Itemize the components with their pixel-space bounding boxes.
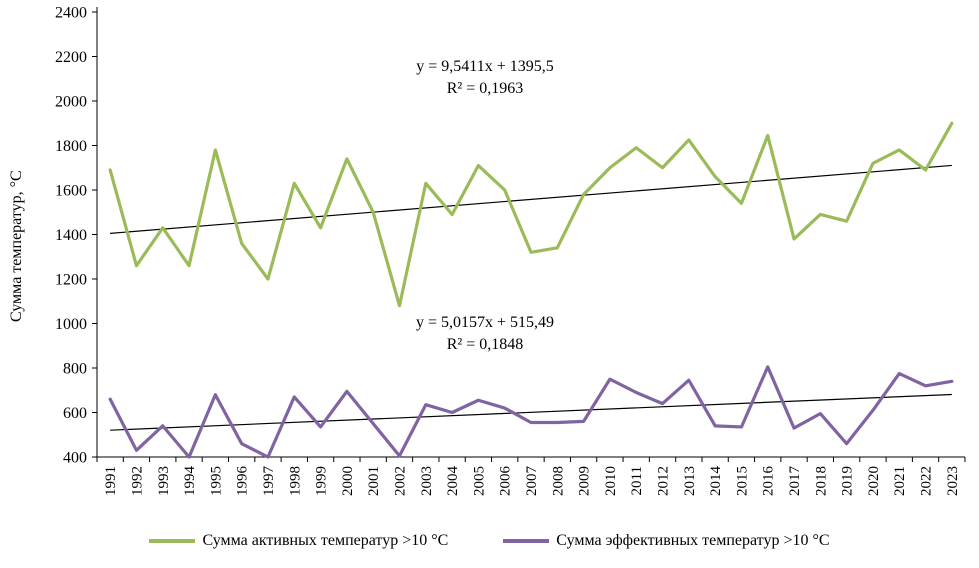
y-tick-label: 600 xyxy=(63,405,87,422)
legend-item-active: Сумма активных температур >10 °С xyxy=(149,532,448,550)
series-line-1 xyxy=(108,365,954,459)
legend-swatch-effective xyxy=(503,539,550,543)
x-tick-label: 2015 xyxy=(734,466,750,496)
x-tick-label: 2013 xyxy=(682,466,698,496)
x-tick-label: 2022 xyxy=(919,466,935,496)
x-tick-label: 1995 xyxy=(208,466,224,496)
y-tick-label: 1800 xyxy=(55,138,87,155)
trend-equation: y = 5,0157x + 515,49 xyxy=(415,314,555,331)
legend-swatch-active xyxy=(149,539,196,543)
y-tick-label: 1400 xyxy=(55,227,87,244)
y-tick-label: 1000 xyxy=(55,316,87,333)
trend-equation: y = 9,5411x + 1395,5 xyxy=(416,58,554,75)
trendline-1 xyxy=(110,393,952,431)
y-tick-label: 2000 xyxy=(55,94,87,111)
x-tick-label: 2012 xyxy=(656,466,672,496)
trendline-0 xyxy=(110,164,952,234)
x-tick-label: 2004 xyxy=(445,466,461,497)
x-tick-label: 2011 xyxy=(629,466,645,495)
legend-label-effective: Сумма эффективных температур >10 °С xyxy=(556,532,830,549)
x-tick-label: 1998 xyxy=(287,466,303,496)
y-tick-label: 1200 xyxy=(55,272,87,289)
x-tick-label: 1993 xyxy=(156,466,172,496)
x-tick-label: 2021 xyxy=(892,466,908,496)
x-tick-label: 2016 xyxy=(761,466,777,497)
x-tick-label: 2008 xyxy=(550,466,566,496)
x-tick-label: 1992 xyxy=(129,466,145,496)
trendline-annotation-active: y = 9,5411x + 1395,5 R² = 0,1963 xyxy=(325,56,645,100)
x-tick-label: 2000 xyxy=(340,466,356,496)
x-tick-label: 1994 xyxy=(182,466,198,497)
x-tick-label: 1996 xyxy=(235,466,251,497)
trendline-annotation-effective: y = 5,0157x + 515,49 R² = 0,1848 xyxy=(325,312,645,356)
y-tick-label: 2400 xyxy=(55,5,87,22)
x-tick-label: 2007 xyxy=(524,466,540,497)
x-tick-label: 2003 xyxy=(419,466,435,496)
y-axis-title: Сумма температур, °С xyxy=(8,170,25,322)
x-tick-label: 2010 xyxy=(603,466,619,496)
y-tick-label: 400 xyxy=(63,450,87,467)
y-tick-label: 800 xyxy=(63,361,87,378)
chart-legend: Сумма активных температур >10 °С Сумма э… xyxy=(0,532,979,550)
x-tick-label: 2019 xyxy=(840,466,856,496)
x-tick-label: 2020 xyxy=(866,466,882,496)
trend-r-squared: R² = 0,1848 xyxy=(446,336,524,353)
x-tick-label: 2018 xyxy=(813,466,829,496)
x-tick-label: 2005 xyxy=(471,466,487,496)
y-tick-label: 1600 xyxy=(55,183,87,200)
x-tick-label: 2002 xyxy=(392,466,408,496)
legend-item-effective: Сумма эффективных температур >10 °С xyxy=(503,532,830,550)
x-tick-label: 2006 xyxy=(498,466,514,497)
x-tick-label: 1991 xyxy=(103,466,119,496)
trend-r-squared: R² = 0,1963 xyxy=(446,80,524,97)
y-tick-label: 2200 xyxy=(55,49,87,66)
x-tick-label: 1997 xyxy=(261,466,277,497)
x-tick-label: 2014 xyxy=(708,466,724,497)
x-tick-label: 2023 xyxy=(945,466,961,496)
x-tick-label: 1999 xyxy=(314,466,330,496)
series-line-0 xyxy=(108,121,954,308)
x-tick-label: 2009 xyxy=(577,466,593,496)
chart-canvas: 400 600 800 1000 1200 1400 1600 1800 2000 2200 240… xyxy=(55,5,966,497)
x-tick-label: 2017 xyxy=(787,466,803,497)
legend-label-active: Сумма активных температур >10 °С xyxy=(202,532,449,549)
x-tick-label: 2001 xyxy=(366,466,382,496)
